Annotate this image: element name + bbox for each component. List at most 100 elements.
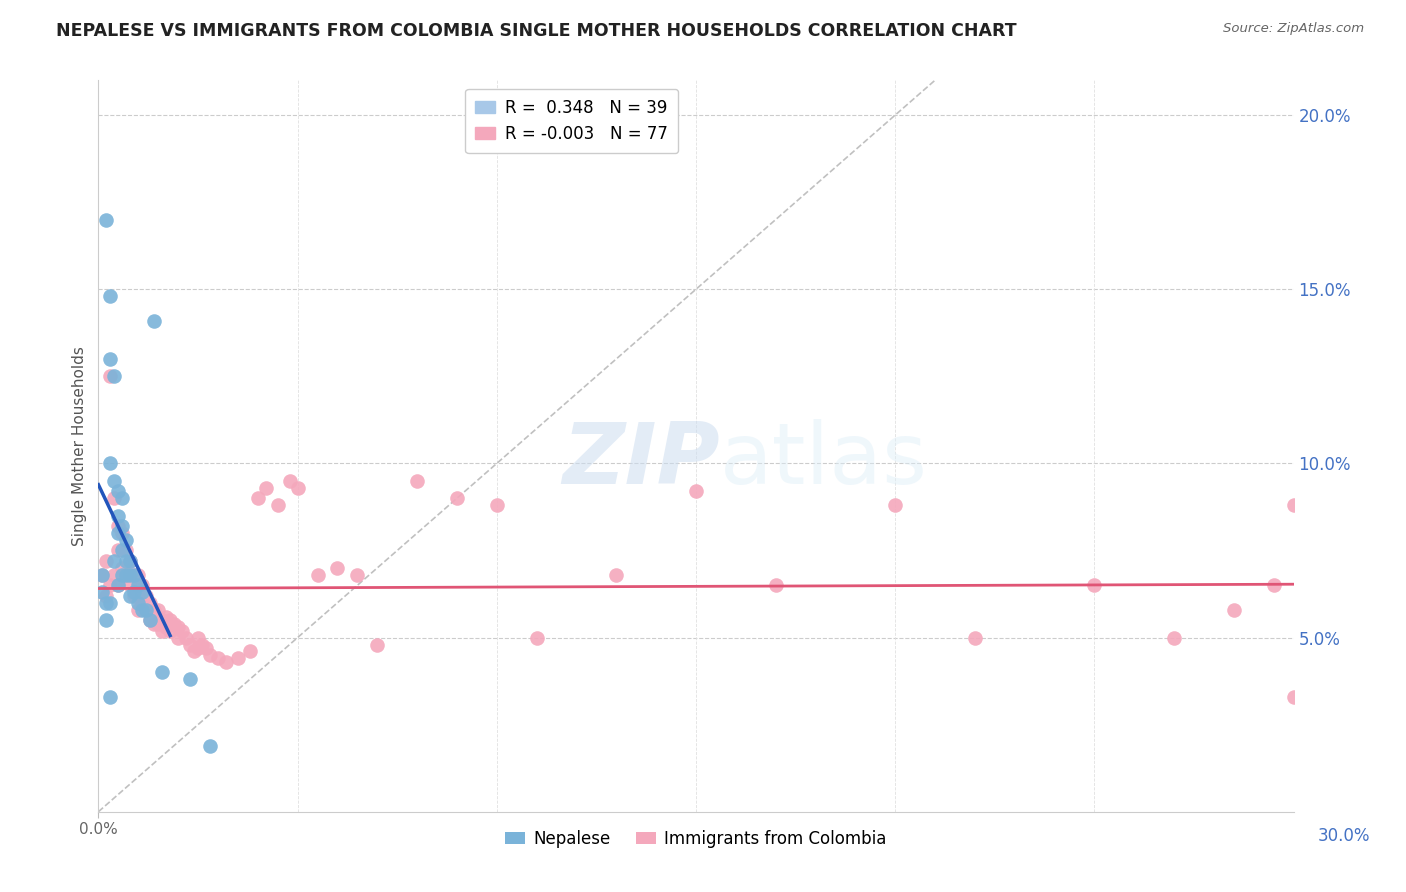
Point [239, 644, 262, 658]
Point [326, 561, 349, 575]
Point [127, 578, 149, 592]
Point [91, 567, 114, 582]
Point [139, 596, 162, 610]
Point [143, 616, 166, 631]
Text: ZIP: ZIP [562, 419, 720, 502]
Point [215, 655, 238, 669]
Point [124, 567, 146, 582]
Point [107, 578, 129, 592]
Point [103, 567, 125, 582]
Point [198, 739, 221, 753]
Point [107, 508, 129, 523]
Point [685, 484, 707, 499]
Point [107, 526, 129, 541]
Point [120, 567, 142, 582]
Point [148, 603, 170, 617]
Point [115, 567, 138, 582]
Point [98, 289, 122, 303]
Point [120, 554, 142, 568]
Point [187, 631, 209, 645]
Text: NEPALESE VS IMMIGRANTS FROM COLOMBIA SINGLE MOTHER HOUSEHOLDS CORRELATION CHART: NEPALESE VS IMMIGRANTS FROM COLOMBIA SIN… [56, 22, 1017, 40]
Point [139, 613, 162, 627]
Point [1282, 690, 1305, 704]
Point [1223, 603, 1246, 617]
Point [131, 603, 153, 617]
Point [307, 567, 329, 582]
Point [103, 554, 125, 568]
Point [107, 578, 129, 592]
Point [139, 613, 162, 627]
Point [98, 690, 122, 704]
Point [1263, 578, 1285, 592]
Point [98, 369, 122, 384]
Point [246, 491, 269, 506]
Point [287, 481, 309, 495]
Point [155, 609, 177, 624]
Point [120, 589, 142, 603]
Text: atlas: atlas [720, 419, 928, 502]
Point [127, 567, 149, 582]
Point [103, 491, 125, 506]
Point [127, 589, 149, 603]
Point [124, 585, 146, 599]
Point [115, 567, 138, 582]
Point [135, 589, 157, 603]
Point [98, 351, 122, 366]
Point [1083, 578, 1105, 592]
Point [150, 624, 173, 638]
Point [187, 640, 209, 655]
Point [884, 498, 907, 512]
Point [131, 596, 153, 610]
Point [167, 620, 190, 634]
Point [183, 644, 205, 658]
Point [103, 474, 125, 488]
Point [174, 631, 197, 645]
Point [91, 567, 114, 582]
Point [111, 519, 134, 533]
Point [96, 613, 118, 627]
Point [207, 651, 229, 665]
Point [198, 648, 221, 662]
Point [446, 491, 468, 506]
Point [1163, 631, 1185, 645]
Point [485, 498, 508, 512]
Point [98, 578, 122, 592]
Point [135, 603, 157, 617]
Point [111, 543, 134, 558]
Point [107, 519, 129, 533]
Point [98, 596, 122, 610]
Point [103, 369, 125, 384]
Point [226, 651, 249, 665]
Legend: Nepalese, Immigrants from Colombia: Nepalese, Immigrants from Colombia [499, 823, 893, 855]
Point [195, 640, 218, 655]
Point [131, 585, 153, 599]
Point [526, 631, 548, 645]
Point [127, 603, 149, 617]
Point [96, 554, 118, 568]
Point [366, 638, 388, 652]
Point [143, 313, 166, 327]
Point [159, 613, 181, 627]
Point [107, 484, 129, 499]
Point [167, 631, 190, 645]
Point [111, 561, 134, 575]
Point [191, 638, 214, 652]
Point [115, 543, 138, 558]
Point [159, 624, 181, 638]
Point [96, 596, 118, 610]
Point [127, 596, 149, 610]
Point [150, 613, 173, 627]
Point [179, 638, 201, 652]
Point [120, 554, 142, 568]
Point [98, 457, 122, 471]
Point [124, 567, 146, 582]
Y-axis label: Single Mother Households: Single Mother Households [72, 346, 87, 546]
Point [115, 533, 138, 547]
Point [406, 474, 429, 488]
Point [155, 620, 177, 634]
Point [107, 543, 129, 558]
Point [115, 554, 138, 568]
Point [135, 603, 157, 617]
Point [96, 589, 118, 603]
Point [150, 665, 173, 680]
